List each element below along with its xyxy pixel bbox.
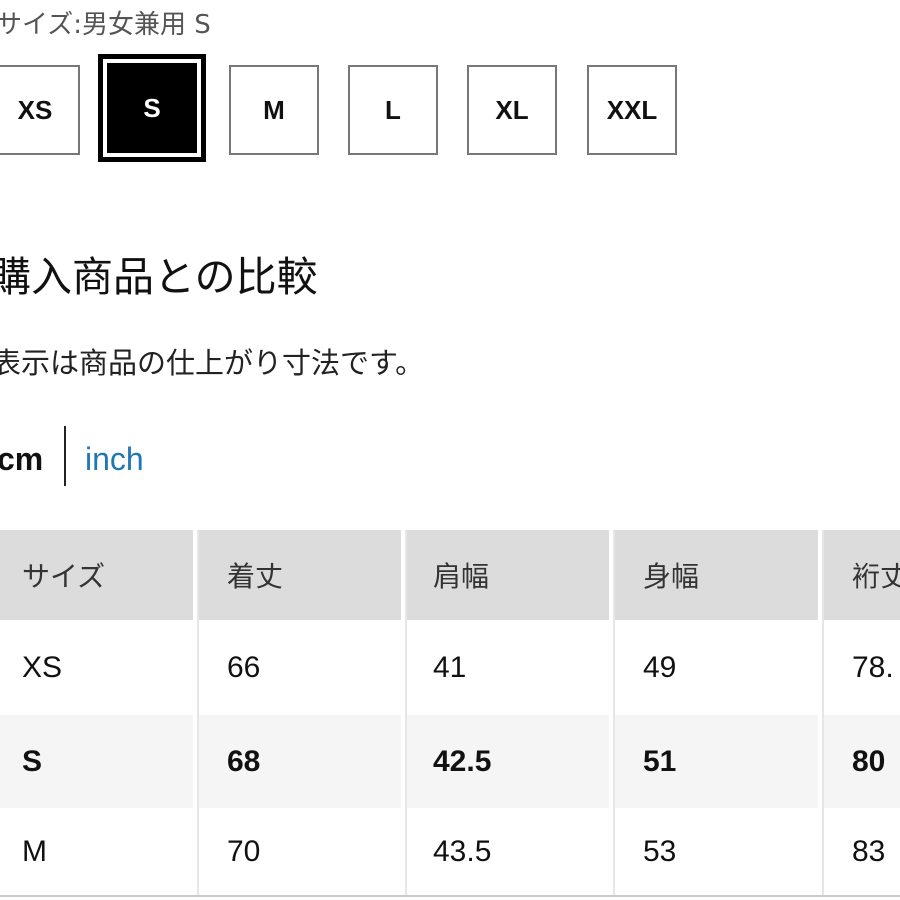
header-sleeve: 裄丈	[822, 530, 900, 620]
cell-shoulder: 42.5	[405, 715, 613, 808]
size-label: サイズ:男女兼用 S	[0, 10, 211, 40]
header-shoulder: 肩幅	[405, 530, 613, 620]
size-table: サイズ 着丈 肩幅 身幅 裄丈 XS 66 41 49 78. S 68 42.…	[0, 530, 900, 897]
size-option-xxl[interactable]: XXL	[587, 65, 677, 155]
cell-size: XS	[0, 620, 197, 715]
cell-length: 68	[197, 715, 405, 808]
cell-sleeve: 80	[822, 715, 900, 808]
cell-shoulder: 43.5	[405, 808, 613, 895]
cell-sleeve: 78.	[822, 620, 900, 715]
header-size: サイズ	[0, 530, 197, 620]
table-header-row: サイズ 着丈 肩幅 身幅 裄丈	[0, 530, 900, 620]
cell-length: 70	[197, 808, 405, 895]
unit-cm-toggle[interactable]: cm	[0, 441, 44, 477]
size-option-xl[interactable]: XL	[467, 65, 557, 155]
table-row: XS 66 41 49 78.	[0, 620, 900, 715]
table-row: M 70 43.5 53 83	[0, 808, 900, 895]
column-divider	[613, 530, 615, 895]
header-length: 着丈	[197, 530, 405, 620]
size-option-m[interactable]: M	[229, 65, 319, 155]
comparison-heading: 購入商品との比較	[0, 253, 318, 301]
cell-length: 66	[197, 620, 405, 715]
dimension-note: 表示は商品の仕上がり寸法です。	[0, 346, 425, 380]
column-divider	[197, 530, 199, 895]
cell-body-width: 49	[613, 620, 822, 715]
size-option-l[interactable]: L	[348, 65, 438, 155]
size-option-xs[interactable]: XS	[0, 65, 80, 155]
size-option-s-selected[interactable]: S	[98, 54, 206, 162]
cell-sleeve: 83	[822, 808, 900, 895]
column-divider	[405, 530, 407, 895]
size-option-s-label: S	[143, 92, 161, 123]
column-divider	[822, 530, 824, 895]
unit-inch-link[interactable]: inch	[85, 441, 144, 477]
cell-body-width: 51	[613, 715, 822, 808]
unit-divider	[64, 426, 66, 486]
cell-body-width: 53	[613, 808, 822, 895]
cell-size: S	[0, 715, 197, 808]
cell-size: M	[0, 808, 197, 895]
cell-shoulder: 41	[405, 620, 613, 715]
table-row-highlighted: S 68 42.5 51 80	[0, 715, 900, 808]
header-body-width: 身幅	[613, 530, 822, 620]
